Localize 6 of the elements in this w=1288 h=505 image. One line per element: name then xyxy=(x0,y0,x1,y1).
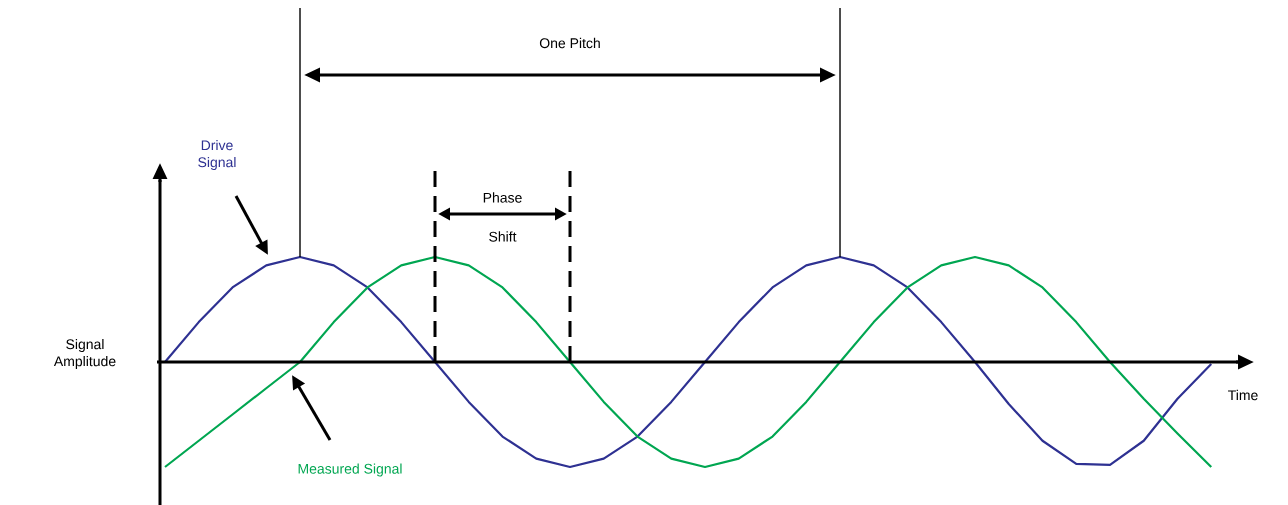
text: Phase Shift xyxy=(483,192,522,242)
text: One Pitch xyxy=(539,37,600,49)
text: Drive Signal xyxy=(198,139,236,171)
y-axis-title: Signal Amplitude xyxy=(53,338,116,370)
text: Measured Signal xyxy=(298,463,402,477)
x-axis-title: Time xyxy=(1228,389,1258,401)
